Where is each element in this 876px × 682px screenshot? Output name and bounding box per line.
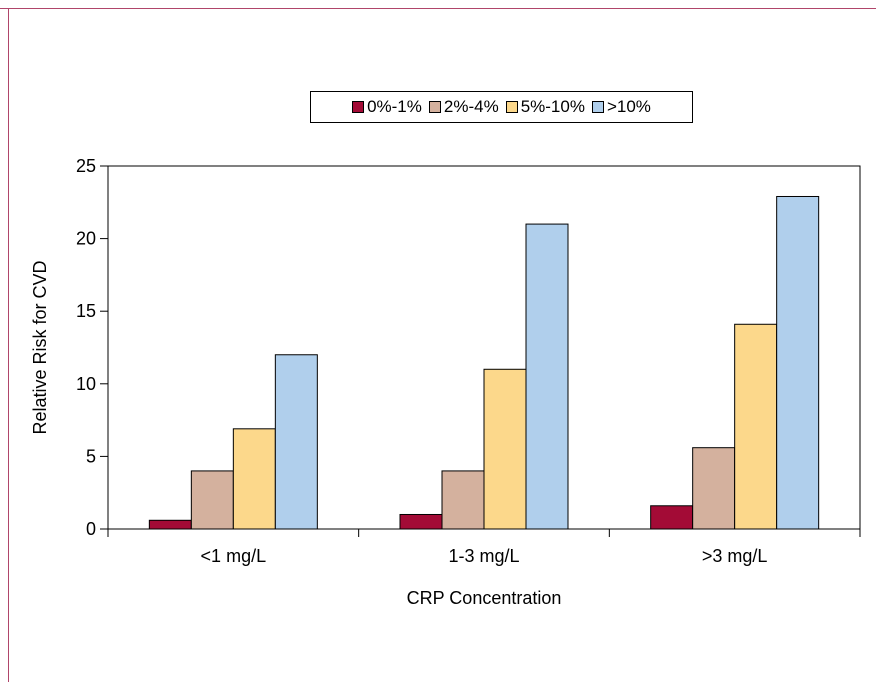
legend-item-2: 5%-10% bbox=[505, 97, 585, 117]
y-tick-label-2: 10 bbox=[76, 374, 96, 394]
legend-swatch-0 bbox=[352, 101, 365, 113]
legend-label-1: 2%-4% bbox=[443, 97, 499, 116]
bar-2-0 bbox=[650, 505, 694, 530]
x-axis: <1 mg/L 1-3 mg/L >3 mg/L bbox=[107, 529, 861, 566]
y-tick-label-4: 20 bbox=[76, 229, 96, 249]
y-tick-label-0: 0 bbox=[86, 519, 96, 539]
legend-swatch-2 bbox=[505, 101, 518, 113]
bar-2-2 bbox=[734, 323, 778, 530]
y-axis-label: Relative Risk for CVD bbox=[30, 260, 50, 434]
x-tick-label-2: >3 mg/L bbox=[702, 546, 768, 566]
frame-left-rule bbox=[8, 8, 9, 682]
plot-area-border bbox=[107, 165, 861, 530]
legend-swatch-3 bbox=[591, 101, 604, 113]
x-axis-label: CRP Concentration bbox=[407, 588, 562, 608]
bar-0-2 bbox=[232, 428, 276, 530]
legend-item-3: >10% bbox=[591, 97, 651, 117]
bar-1-2 bbox=[483, 368, 527, 530]
legend-item-0: 0%-1% bbox=[352, 97, 422, 117]
frame-top-rule bbox=[0, 8, 876, 9]
y-tick-label-1: 5 bbox=[86, 446, 96, 466]
bar-2-1 bbox=[692, 447, 736, 530]
bar-0-1 bbox=[190, 470, 234, 530]
bar-0-0 bbox=[148, 519, 192, 530]
y-tick-label-3: 15 bbox=[76, 301, 96, 321]
bar-1-1 bbox=[441, 470, 485, 530]
chart-legend: 0%-1% 2%-4% 5%-10% >10% bbox=[310, 91, 693, 123]
bar-0-3 bbox=[274, 354, 318, 530]
y-axis: 0 5 10 15 20 25 bbox=[76, 156, 108, 539]
bar-2-3 bbox=[776, 195, 820, 530]
bar-1-3 bbox=[525, 223, 569, 530]
legend-item-1: 2%-4% bbox=[428, 97, 499, 117]
y-tick-label-5: 25 bbox=[76, 156, 96, 176]
legend-swatch-1 bbox=[428, 101, 441, 113]
bar-1-0 bbox=[399, 513, 443, 530]
x-tick-label-0: <1 mg/L bbox=[201, 546, 267, 566]
legend-label-0: 0%-1% bbox=[367, 97, 422, 116]
bars-group bbox=[148, 195, 820, 530]
legend-label-3: >10% bbox=[606, 97, 651, 116]
x-tick-label-1: 1-3 mg/L bbox=[448, 546, 519, 566]
legend-label-2: 5%-10% bbox=[520, 97, 585, 116]
